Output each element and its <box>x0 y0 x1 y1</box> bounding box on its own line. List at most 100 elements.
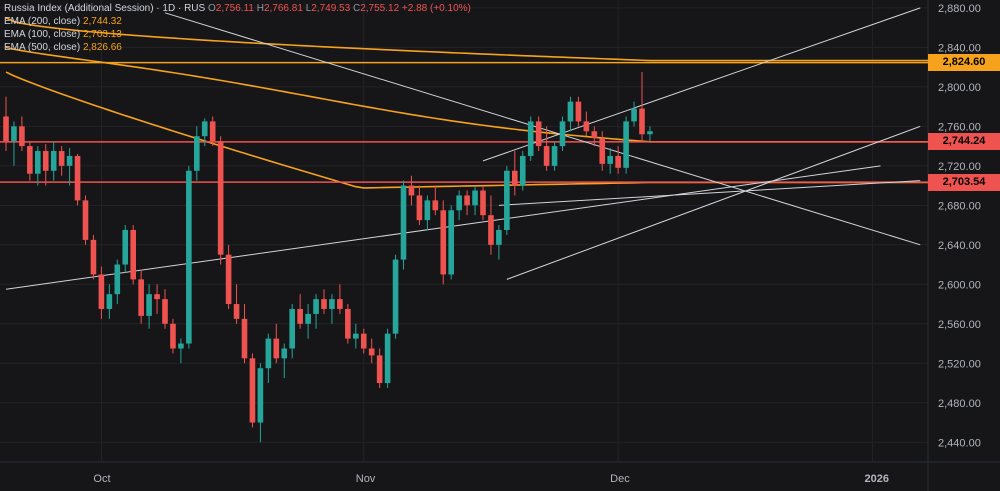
candle-body <box>623 121 629 168</box>
candle-body <box>551 146 558 166</box>
candle-body <box>201 121 208 137</box>
candle-body <box>209 121 216 142</box>
candle-body <box>289 308 295 349</box>
ema-label: EMA (100, close) <box>4 29 81 40</box>
candle-body <box>58 151 65 166</box>
price-axis-label: 2,520.00 <box>938 358 981 370</box>
change-value: +2.88 (+0.10%) <box>401 3 471 14</box>
legend-ema-500[interactable]: EMA (500, close) 2,826.66 <box>4 41 471 54</box>
trend-line <box>482 7 921 162</box>
candle-body <box>424 200 431 221</box>
candle-body <box>360 333 367 349</box>
open-value: 2,756.11 <box>215 3 254 14</box>
candle-body <box>98 274 105 309</box>
candle-body <box>416 195 423 221</box>
candle-body <box>583 121 590 132</box>
candle-body <box>543 146 550 166</box>
legend-ema-200[interactable]: EMA (200, close) 2,744.32 <box>4 15 471 28</box>
candle-body <box>440 210 447 275</box>
candle-body <box>607 155 613 164</box>
candle-body <box>297 308 303 324</box>
candle-body <box>273 338 280 359</box>
high-value: 2,766.81 <box>263 3 303 14</box>
candle-body <box>178 343 184 349</box>
candle-body <box>241 318 248 359</box>
candle-body <box>345 308 351 339</box>
candle-body <box>114 264 121 295</box>
candle-body <box>265 338 272 369</box>
candle-body <box>472 190 478 206</box>
time-axis-label: Dec <box>610 473 630 485</box>
candle-body <box>162 299 168 324</box>
candle-body <box>631 108 637 122</box>
candle-body <box>66 155 73 166</box>
open-label: O <box>207 3 216 14</box>
candle-body <box>138 279 144 316</box>
trend-line <box>164 12 921 246</box>
candle-body <box>194 136 200 171</box>
low-label: L <box>305 3 312 14</box>
candle-body <box>639 108 645 135</box>
candle-body <box>599 138 606 164</box>
candle-body <box>615 155 621 168</box>
low-value: 2,749.53 <box>311 3 351 14</box>
candle-body <box>647 131 653 135</box>
candle-body <box>384 333 391 384</box>
candle-body <box>122 230 129 265</box>
candle-body <box>217 141 224 255</box>
candle-body <box>408 185 415 196</box>
candle-body <box>488 215 494 245</box>
legend-ema-100[interactable]: EMA (100, close) 2,703.13 <box>4 28 471 41</box>
candle-body <box>448 210 454 275</box>
candle-body <box>146 294 152 316</box>
price-tag: 2,744.24 <box>928 133 1000 151</box>
candle-body <box>74 155 81 201</box>
candle-body <box>432 200 439 211</box>
candle-body <box>281 348 288 359</box>
price-axis-label: 2,840.00 <box>938 42 981 54</box>
candle-body <box>527 121 534 156</box>
candle-body <box>82 200 89 240</box>
price-axis-label: 2,640.00 <box>938 240 981 252</box>
candle-body <box>249 358 256 423</box>
high-label: H <box>256 3 264 14</box>
candle-body <box>353 333 359 339</box>
ema-value: 2,826.66 <box>82 42 122 53</box>
candle-body <box>512 170 518 186</box>
candle-body <box>337 299 343 309</box>
price-axis-label: 2,880.00 <box>938 3 981 15</box>
candle-body <box>464 195 470 206</box>
trend-line <box>506 125 921 280</box>
price-axis-label: 2,720.00 <box>938 161 981 173</box>
candle-body <box>313 299 319 314</box>
candle-body <box>456 195 462 211</box>
price-axis-label: 2,680.00 <box>938 200 981 212</box>
candle-body <box>154 294 160 300</box>
candle-body <box>42 151 49 171</box>
candle-body <box>575 101 582 122</box>
candle-body <box>567 101 574 122</box>
candle-body <box>591 131 598 139</box>
symbol-title: Russia Index (Additional Session) · 1D ·… <box>4 3 206 14</box>
candle-body <box>329 299 335 309</box>
candle-body <box>106 294 113 309</box>
time-axis-label: 2026 <box>865 473 889 485</box>
candle-body <box>130 230 136 280</box>
close-value: 2,755.12 <box>360 3 400 14</box>
price-axis-label: 2,600.00 <box>938 279 981 291</box>
candle-body <box>392 259 399 334</box>
candle-body <box>321 299 327 309</box>
candle-body <box>480 190 486 216</box>
legend-symbol-row: Russia Index (Additional Session) · 1D ·… <box>4 2 471 15</box>
candle-body <box>535 121 542 147</box>
candle-body <box>504 170 510 230</box>
price-axis-label: 2,760.00 <box>938 121 981 133</box>
candle-body <box>257 368 264 423</box>
price-axis-label: 2,560.00 <box>938 319 981 331</box>
candle-body <box>186 170 192 344</box>
candle-body <box>496 230 502 245</box>
ema-label: EMA (500, close) <box>4 42 81 53</box>
candle-body <box>19 126 25 147</box>
chart-legend: Russia Index (Additional Session) · 1D ·… <box>4 2 471 54</box>
